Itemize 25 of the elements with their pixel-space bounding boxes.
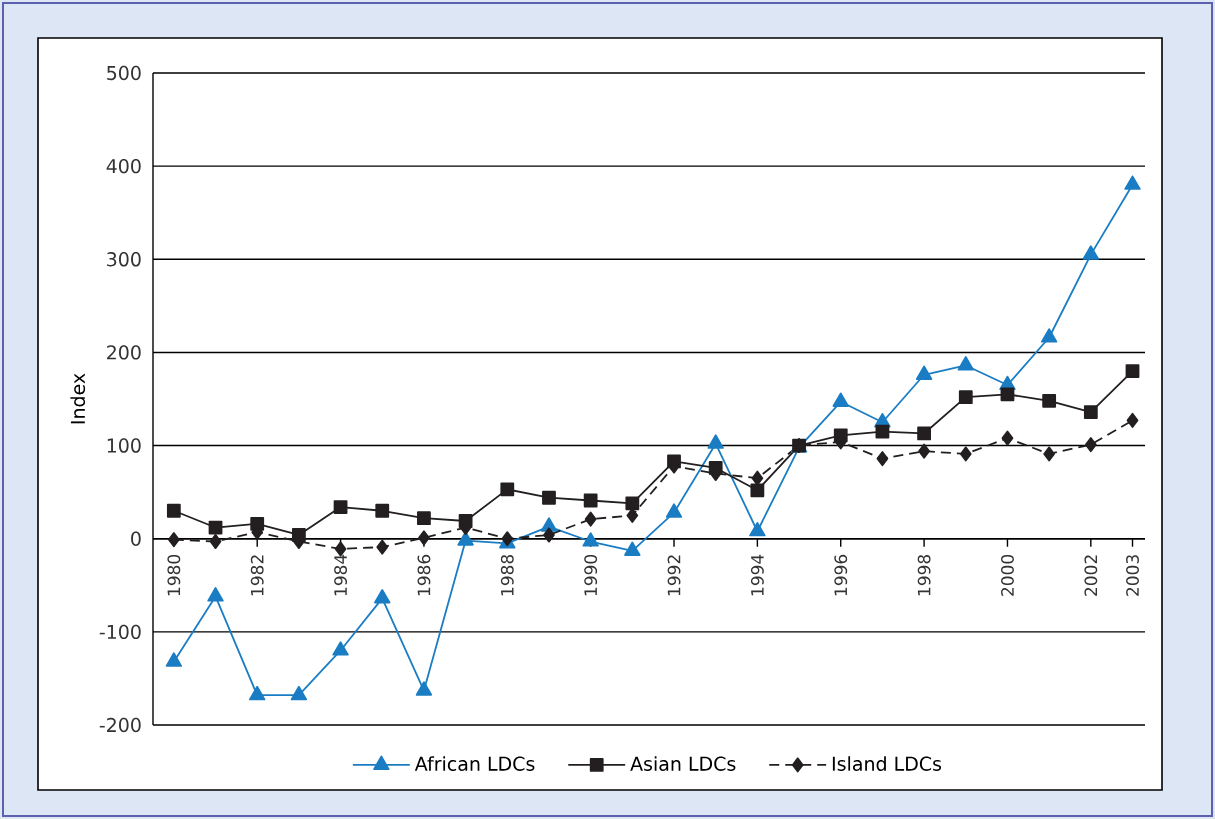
legend-label: Island LDCs xyxy=(832,756,942,771)
x-tick-label: 1998 xyxy=(917,554,931,596)
y-tick-label: 0 xyxy=(131,531,141,546)
legend-label: African LDCs xyxy=(414,756,535,771)
x-tick-label: 1982 xyxy=(250,555,264,596)
y-tick-label: -100 xyxy=(99,624,141,640)
x-tick-label: 1984 xyxy=(334,554,348,596)
legend-label: Asian LDCs xyxy=(630,756,736,771)
x-tick-label: 1990 xyxy=(584,554,598,596)
x-tick-label: 1986 xyxy=(417,554,431,596)
y-tick-label: 100 xyxy=(107,438,141,453)
x-tick-label: 1992 xyxy=(667,555,681,596)
x-tick-label: 1994 xyxy=(750,554,764,596)
y-tick-label: 200 xyxy=(107,345,141,360)
x-tick-label: 2000 xyxy=(1001,554,1014,596)
x-tick-label: 1988 xyxy=(500,554,514,596)
y-axis-title: Index xyxy=(70,373,86,424)
x-tick-label: 2002 xyxy=(1084,555,1098,596)
y-tick-label: 500 xyxy=(107,65,141,81)
x-tick-label: 1996 xyxy=(834,554,848,596)
x-tick-label: 1980 xyxy=(167,554,181,596)
y-tick-label: 400 xyxy=(106,158,141,174)
y-tick-label: -200 xyxy=(99,717,141,733)
x-tick-label: 2003 xyxy=(1126,555,1139,596)
y-tick-label: 300 xyxy=(107,252,141,267)
